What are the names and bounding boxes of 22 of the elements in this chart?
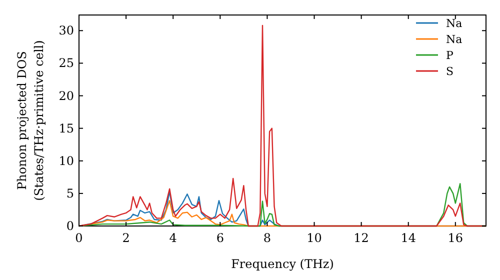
y-axis-title: Phonon projected DOS (States/THz·primitive cell) — [15, 40, 46, 201]
legend-label: S — [446, 65, 454, 78]
y-tick-label: 10 — [58, 154, 74, 168]
y-tick-label: 0 — [66, 219, 74, 233]
y-tick-label: 15 — [58, 121, 74, 136]
x-tick-label: 12 — [354, 231, 369, 245]
y-tick-label: 25 — [58, 56, 74, 70]
x-tick-label: 8 — [263, 231, 272, 245]
y-tick-label: 20 — [58, 88, 74, 103]
x-tick-label: 2 — [122, 231, 130, 245]
legend-label: Na — [446, 33, 463, 46]
x-tick-label: 16 — [448, 231, 464, 245]
y-tick-label: 5 — [66, 186, 74, 200]
x-axis-title: Frequency (THz) — [231, 257, 334, 271]
x-tick-label: 14 — [400, 231, 416, 245]
legend-label: Na — [446, 17, 463, 30]
y-tick-label: 30 — [58, 24, 74, 38]
x-tick-label: 6 — [216, 231, 224, 245]
x-tick-label: 4 — [169, 231, 178, 245]
x-tick-label: 10 — [306, 231, 322, 245]
legend-label: P — [446, 49, 454, 62]
x-tick-label: 0 — [75, 231, 83, 245]
